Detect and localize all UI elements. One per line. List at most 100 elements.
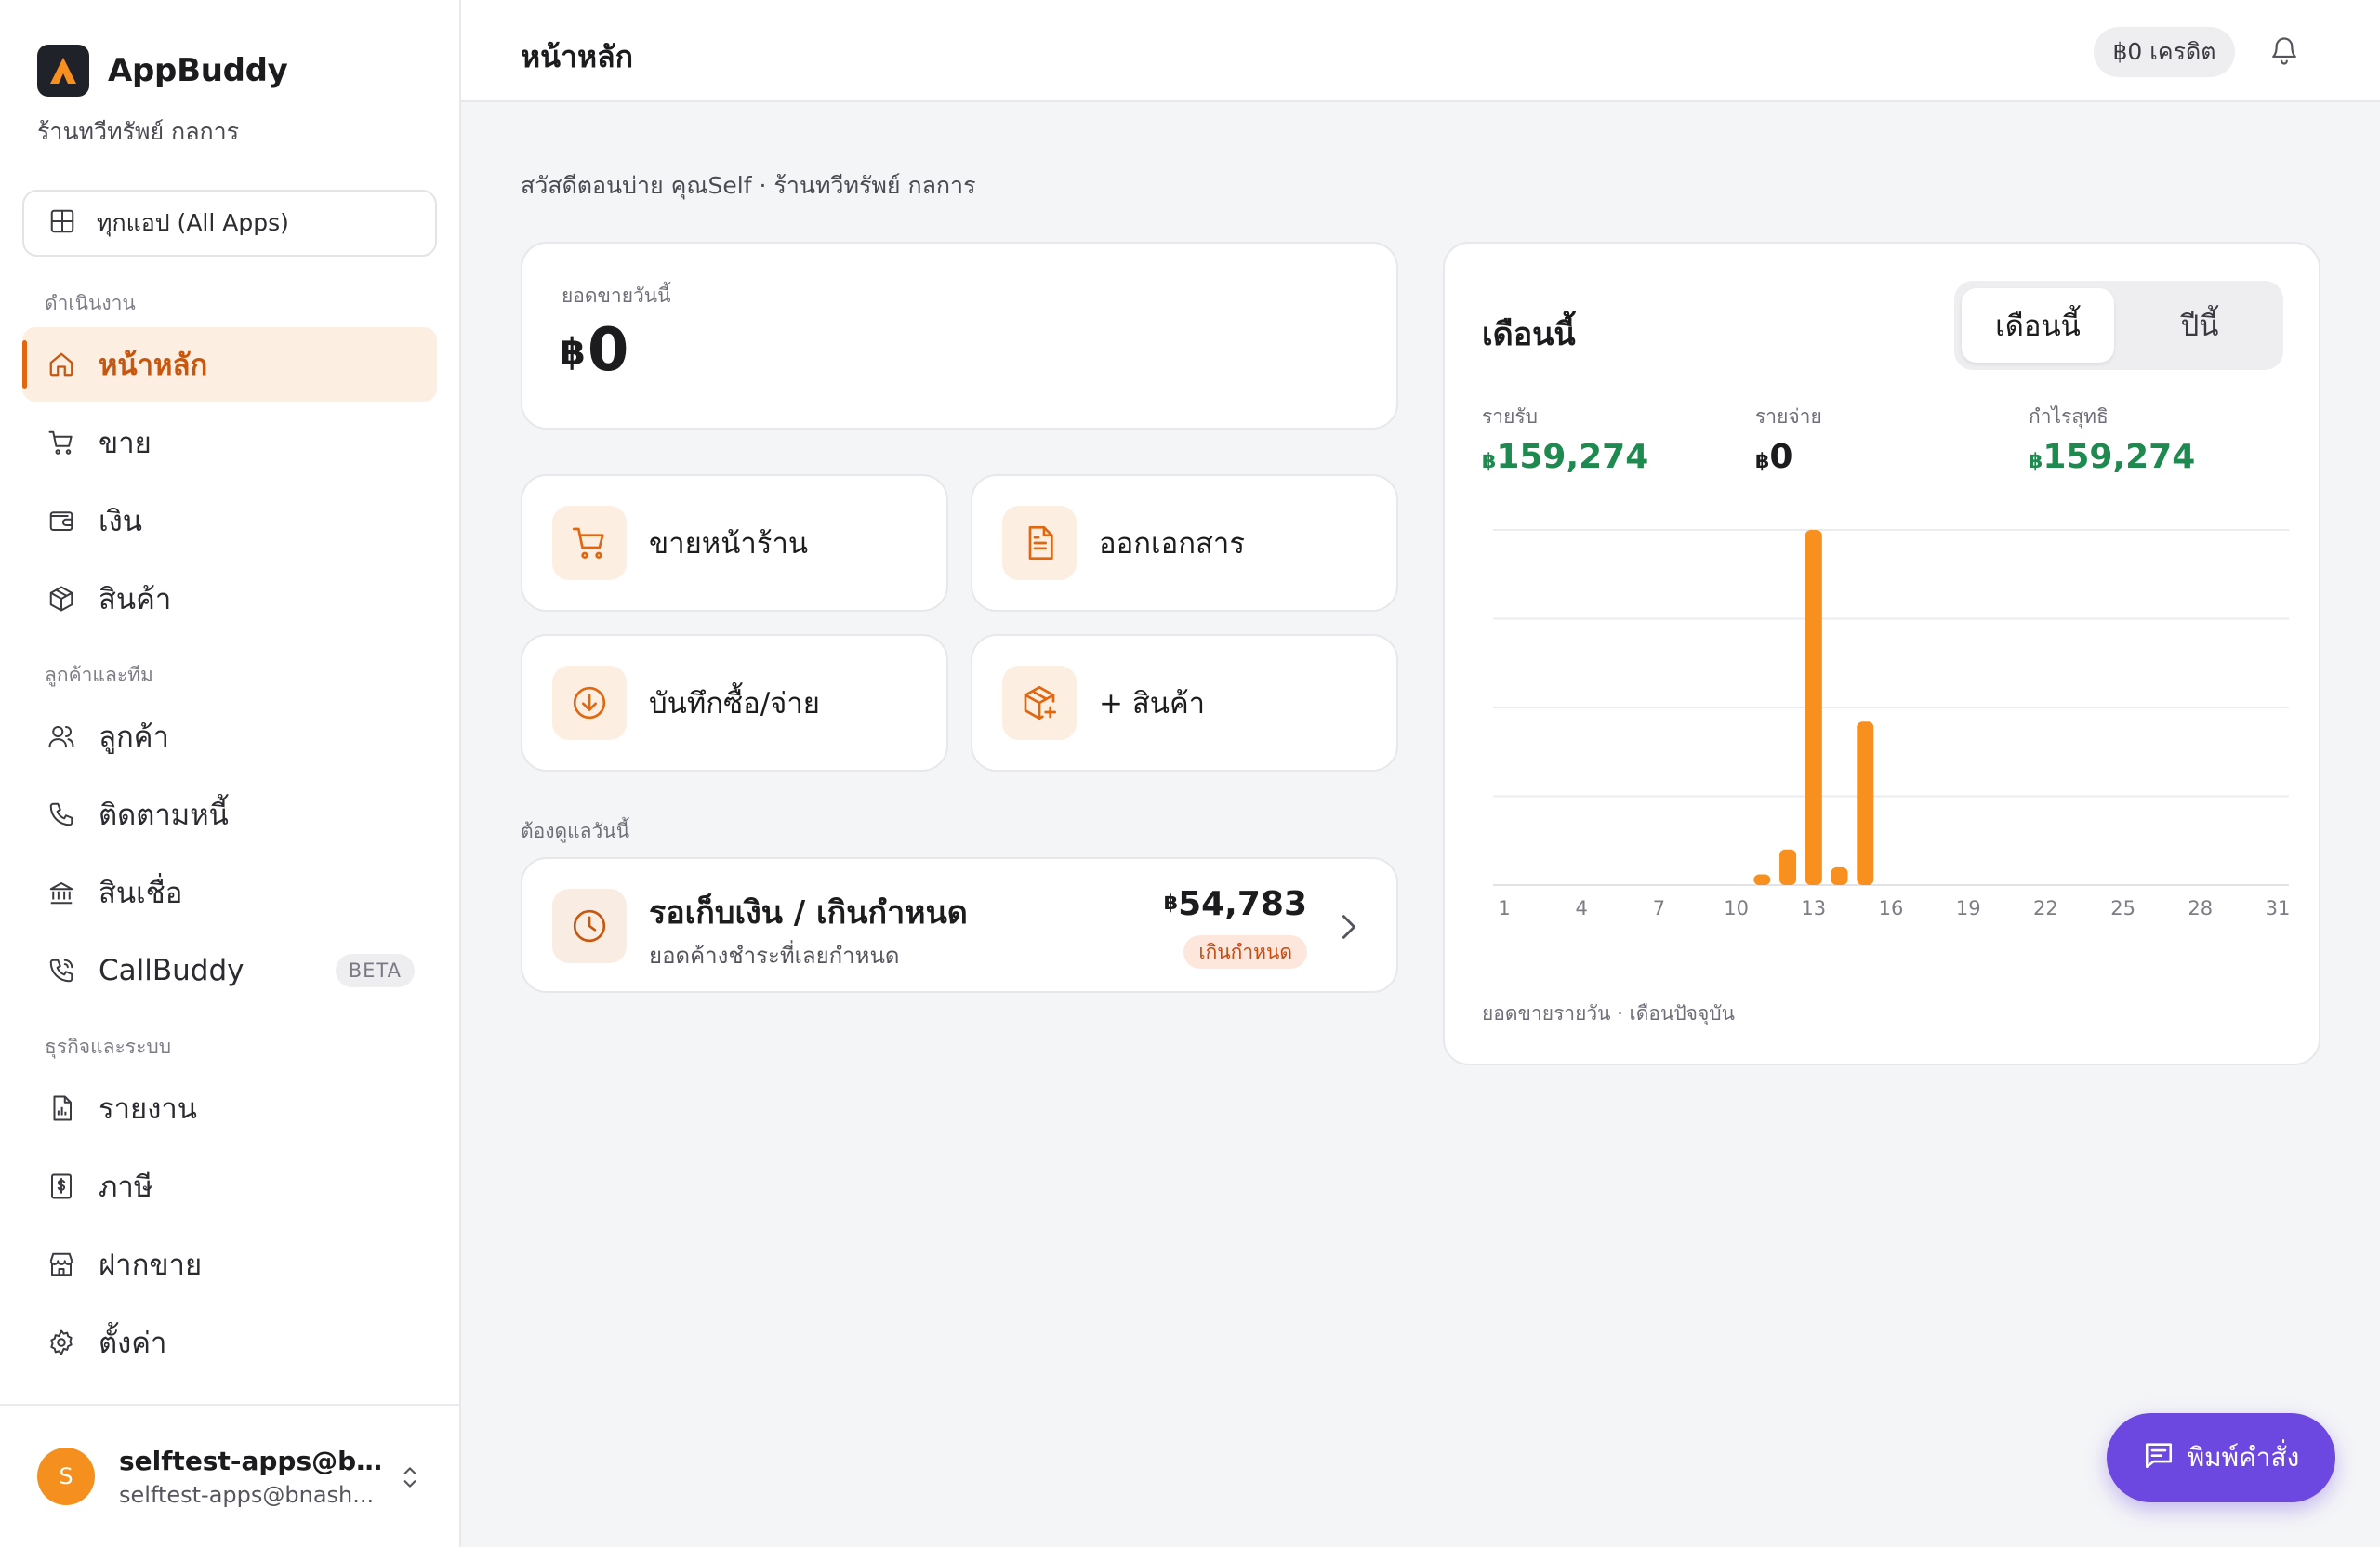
sidebar-item-label: ภาษี (99, 1170, 153, 1204)
period-toggle: เดือนนี้ ปีนี้ (1954, 281, 2283, 370)
currency-symbol: ฿ (1482, 450, 1497, 473)
greeting: สวัสดีตอนบ่าย คุณSelf · ร้านทวีทรัพย์ กล… (521, 172, 976, 199)
sidebar-item-settings[interactable]: ตั้งค่า (22, 1305, 437, 1380)
sales-today-label: ยอดขายวันนี้ (562, 284, 671, 307)
metric-net-profit: กำไรสุทธิ ฿159,274 (2029, 402, 2195, 476)
bell-icon[interactable] (2268, 33, 2300, 71)
daily-sales-chart: 1 4 7 10 13 16 19 22 25 28 31 (1493, 529, 2291, 919)
x-tick-label: 22 (2033, 897, 2058, 919)
toggle-this-year[interactable]: ปีนี้ (2180, 310, 2219, 343)
x-tick-label: 16 (1879, 897, 1904, 919)
metric-expense: รายจ่าย ฿0 (1755, 402, 1822, 476)
sidebar-item-money[interactable]: เงิน (22, 483, 437, 558)
currency-symbol: ฿ (560, 331, 586, 374)
cart-icon (552, 506, 627, 580)
pos-sale-button[interactable]: ขายหน้าร้าน (521, 474, 948, 612)
box-icon (45, 582, 78, 615)
overdue-collection-card[interactable]: รอเก็บเงิน / เกินกำหนด ยอดค้างชำระที่เลย… (521, 857, 1398, 993)
home-icon (45, 348, 78, 381)
sidebar-item-debt-tracking[interactable]: ติดตามหนี้ (22, 777, 437, 852)
x-tick-label: 28 (2188, 897, 2213, 919)
metric-value: ฿0 (1755, 438, 1822, 476)
phone-call-icon (45, 954, 78, 987)
sidebar-item-tax[interactable]: ภาษี (22, 1149, 437, 1223)
metric-amount: 0 (1769, 438, 1793, 476)
metric-income: รายรับ ฿159,274 (1482, 402, 1648, 476)
section-label-business-system: ธุรกิจและระบบ (45, 1036, 172, 1058)
brand-logo-icon (37, 45, 89, 97)
store-icon (45, 1248, 78, 1281)
sidebar-item-consignment[interactable]: ฝากขาย (22, 1227, 437, 1302)
download-circle-icon (552, 666, 627, 740)
document-icon (1002, 506, 1077, 580)
todo-title: รอเก็บเงิน / เกินกำหนด (649, 894, 968, 932)
record-purchase-button[interactable]: บันทึกซื้อ/จ่าย (521, 634, 948, 772)
x-tick-label: 1 (1498, 897, 1510, 919)
action-label: + สินค้า (1099, 687, 1206, 721)
x-tick-label: 13 (1801, 897, 1826, 919)
all-apps-label: ทุกแอป (All Apps) (97, 209, 289, 236)
all-apps-button[interactable]: ทุกแอป (All Apps) (22, 190, 437, 257)
avatar: S (37, 1448, 95, 1505)
add-product-button[interactable]: + สินค้า (971, 634, 1398, 772)
sidebar-item-label: เงิน (99, 505, 142, 538)
sidebar-item-credit[interactable]: สินเชื่อ (22, 855, 437, 930)
sidebar-item-reports[interactable]: รายงาน (22, 1071, 437, 1145)
user-text: selftest-apps@bn... selftest-apps@bnash.… (119, 1446, 389, 1508)
tax-icon (45, 1170, 78, 1203)
x-tick-label: 7 (1653, 897, 1665, 919)
x-tick-label: 19 (1956, 897, 1981, 919)
todo-subtitle: ยอดค้างชำระที่เลยกำหนด (649, 943, 900, 969)
user-account[interactable]: S selftest-apps@bn... selftest-apps@bnas… (0, 1404, 459, 1547)
phone-icon (45, 798, 78, 831)
bar-day-15[interactable] (1857, 721, 1874, 885)
bar-day-11[interactable] (1753, 874, 1771, 885)
todo-amount: ฿54,783 (1164, 885, 1307, 923)
sidebar-item-label: ฝากขาย (99, 1249, 203, 1282)
sales-today-card: ยอดขายวันนี้ ฿0 (521, 242, 1398, 430)
chevron-up-down-icon[interactable] (398, 1463, 422, 1495)
clock-icon (552, 889, 627, 963)
currency-symbol: ฿ (1755, 450, 1770, 473)
bank-icon (45, 876, 78, 909)
action-label: ขายหน้าร้าน (649, 527, 809, 561)
x-tick-label: 25 (2110, 897, 2135, 919)
metric-amount: 159,274 (2043, 438, 2196, 476)
sidebar-item-sell[interactable]: ขาย (22, 405, 437, 480)
metric-label: รายรับ (1482, 405, 1538, 428)
sidebar-item-label: ตั้งค่า (99, 1327, 167, 1360)
metric-label: รายจ่าย (1755, 405, 1822, 428)
sidebar-item-customers[interactable]: ลูกค้า (22, 699, 437, 774)
bar-day-13[interactable] (1805, 530, 1822, 885)
section-label-customers-team: ลูกค้าและทีม (45, 664, 153, 686)
issue-document-button[interactable]: ออกเอกสาร (971, 474, 1398, 612)
toggle-this-month[interactable]: เดือนนี้ (1962, 288, 2114, 363)
sales-today-amount: 0 (587, 316, 629, 385)
message-icon (2143, 1439, 2175, 1477)
sidebar: AppBuddy ร้านทวีทรัพย์ กลการ ทุกแอป (All… (0, 0, 461, 1547)
cart-icon (45, 426, 78, 459)
sidebar-item-label: สินค้า (99, 583, 172, 616)
action-label: บันทึกซื้อ/จ่าย (649, 687, 820, 721)
sidebar-item-label: ติดตามหนี้ (99, 799, 229, 832)
currency-symbol: ฿ (2029, 450, 2043, 473)
monthly-summary-card: เดือนนี้ เดือนนี้ ปีนี้ รายรับ ฿159,274 … (1443, 242, 2320, 1065)
bar-day-14[interactable] (1831, 866, 1848, 885)
credit-badge[interactable]: ฿0 เครดิต (2094, 27, 2235, 77)
sidebar-item-callbuddy[interactable]: CallBuddy BETA (22, 933, 437, 1008)
sidebar-item-label: ลูกค้า (99, 721, 169, 754)
overdue-badge: เกินกำหนด (1183, 935, 1307, 969)
command-button-label: พิมพ์คำสั่ง (2187, 1442, 2300, 1473)
command-button[interactable]: พิมพ์คำสั่ง (2107, 1413, 2335, 1502)
sidebar-item-home[interactable]: หน้าหลัก (22, 327, 437, 402)
x-tick-label: 31 (2266, 897, 2291, 919)
sidebar-item-products[interactable]: สินค้า (22, 562, 437, 636)
bar-day-12[interactable] (1779, 849, 1797, 885)
top-bar: หน้าหลัก ฿0 เครดิต (461, 0, 2380, 102)
currency-symbol: ฿ (1163, 892, 1179, 915)
beta-badge: BETA (335, 954, 415, 987)
users-icon (45, 720, 78, 753)
chevron-right-icon (1339, 911, 1359, 946)
brand[interactable]: AppBuddy (37, 45, 288, 97)
